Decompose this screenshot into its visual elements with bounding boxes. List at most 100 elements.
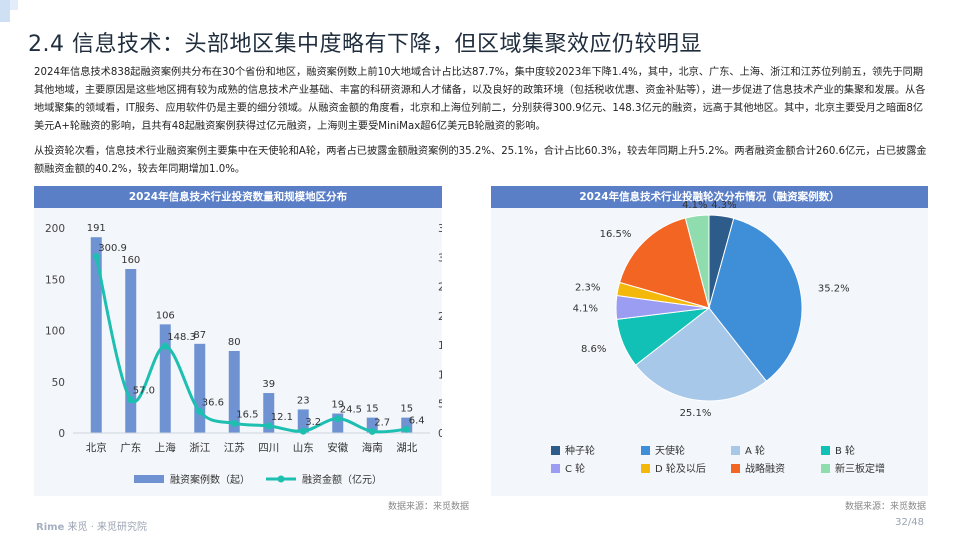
- y-right-tick-label: 150: [438, 340, 442, 352]
- y-right-tick-label: 50: [438, 399, 442, 411]
- y-left-tick-label: 150: [45, 274, 65, 286]
- legend-swatch: [551, 464, 560, 473]
- footer-brand: Rime 来觅 · 来觅研究院: [36, 518, 147, 533]
- x-tick-label: 上海: [155, 441, 176, 454]
- y-left-tick-label: 0: [58, 428, 65, 440]
- line-point: [334, 415, 342, 423]
- pie-slice: [708, 217, 803, 382]
- line-point: [265, 422, 273, 430]
- line-point: [161, 342, 169, 350]
- bar-count: [228, 351, 240, 433]
- line-value-label: 6.4: [409, 415, 425, 426]
- bar-value-label: 15: [400, 404, 413, 415]
- pie-slice: [634, 307, 768, 402]
- legend-swatch-count: [134, 475, 164, 483]
- bar-count: [194, 343, 206, 433]
- line-point: [92, 253, 100, 261]
- region-chart-panel: 2024年信息技术行业投资数量和规模地区分布 0 50 100 150 200 0 50 10…: [34, 186, 442, 496]
- x-tick-label: 湖北: [396, 442, 417, 454]
- line-value-label: 16.5: [236, 409, 258, 420]
- bar-count: [297, 409, 309, 433]
- region-chart-title: 2024年信息技术行业投资数量和规模地区分布: [34, 186, 442, 208]
- legend-swatch: [731, 464, 740, 473]
- bar-value-label: 39: [262, 379, 275, 390]
- line-value-label: 2.7: [374, 417, 390, 428]
- x-tick-label: 浙江: [189, 442, 210, 454]
- legend-label: A 轮: [745, 444, 765, 457]
- line-value-label: 36.6: [202, 398, 224, 409]
- line-value-label: 148.3: [167, 332, 196, 343]
- y-left-tick-label: 200: [45, 223, 65, 235]
- y-right-tick-label: 100: [438, 369, 442, 381]
- line-point: [196, 408, 204, 416]
- y-right-tick-label: 200: [438, 311, 442, 323]
- line-point: [403, 425, 411, 433]
- paragraph-round-analysis: 从投资轮次看，信息技术行业融资案例主要集中在天使轮和A轮，两者占已披露金额融资案…: [34, 146, 927, 175]
- source-note-right: 数据来源：来觅数据: [845, 502, 927, 512]
- legend-swatch: [821, 464, 830, 473]
- pie-value-label: 2.3%: [575, 282, 600, 293]
- corner-decoration: [0, 0, 18, 22]
- bar-count: [366, 417, 378, 433]
- bar-value-label: 106: [156, 310, 175, 321]
- footer-brand-text: 来觅 · 来觅研究院: [64, 522, 148, 533]
- pie-slice: [618, 217, 710, 309]
- line-point: [127, 396, 135, 404]
- source-note-left: 数据来源：来觅数据: [388, 502, 470, 512]
- x-tick-label: 安徽: [327, 441, 348, 454]
- bar-count: [125, 269, 137, 433]
- line-point: [230, 419, 238, 427]
- y-right-tick-label: 0: [438, 428, 442, 440]
- legend-label: C 轮: [565, 462, 585, 475]
- bar-value-label: 160: [121, 255, 140, 266]
- line-point: [299, 427, 307, 435]
- legend-label: D 轮及以后: [655, 462, 706, 475]
- line-value-label: 57.0: [133, 386, 155, 397]
- legend-swatch: [641, 464, 650, 473]
- line-value-label: 12.1: [271, 412, 293, 423]
- pie-value-label: 25.1%: [680, 408, 712, 419]
- legend-label: B 轮: [835, 444, 855, 457]
- pie-value-label: 8.6%: [581, 344, 606, 355]
- page-number: 32/48: [895, 517, 924, 528]
- line-value-label: 24.5: [340, 405, 362, 416]
- x-tick-label: 北京: [86, 441, 107, 454]
- legend-label-amount: 融资金额（亿元）: [302, 473, 382, 486]
- line-point: [368, 427, 376, 435]
- legend-label: 战略融资: [745, 462, 785, 475]
- y-left-tick-label: 100: [45, 326, 65, 338]
- y-right-tick-label: 300: [438, 252, 442, 264]
- legend-label-count: 融资案例数（起）: [170, 473, 250, 486]
- pie-value-label: 16.5%: [600, 229, 632, 240]
- legend-swatch: [641, 446, 650, 455]
- line-value-label: 300.9: [98, 243, 127, 254]
- x-tick-label: 广东: [120, 441, 141, 454]
- round-chart-title: 2024年信息技术行业投融轮次分布情况（融资案例数）: [491, 186, 928, 208]
- bar-value-label: 15: [366, 404, 379, 415]
- round-pie-chart: 4.3% 35.2% 25.1% 8.6% 4.1% 2.3% 16.5% 4.1% 种子轮 天使…: [551, 200, 885, 475]
- x-tick-label: 江苏: [224, 441, 245, 454]
- x-tick-label: 山东: [293, 441, 314, 454]
- pie-slice: [684, 214, 710, 309]
- bar-count: [159, 324, 171, 433]
- pie-value-label: 4.3%: [711, 200, 736, 211]
- bar-count: [332, 413, 344, 433]
- footer-brand-logo: Rime: [36, 522, 65, 533]
- region-bar-line-chart: 0 50 100 150 200 0 50 100 150 200 250 300 350 191 北京 16…: [45, 223, 442, 486]
- round-chart-panel: 2024年信息技术行业投融轮次分布情况（融资案例数） 4.3% 35.2% 25.1…: [491, 186, 928, 496]
- x-tick-label: 海南: [362, 441, 383, 454]
- legend-label: 天使轮: [655, 444, 685, 457]
- legend-swatch: [821, 446, 830, 455]
- x-tick-label: 四川: [258, 442, 279, 454]
- pie-value-label: 4.1%: [682, 200, 707, 211]
- legend-swatch: [731, 446, 740, 455]
- y-right-tick-label: 350: [438, 223, 442, 235]
- bar-value-label: 19: [331, 400, 344, 411]
- bar-count: [401, 417, 413, 433]
- paragraph-region-analysis: 2024年信息技术838起融资案例共分布在30个省份和地区，融资案例数上前10大…: [34, 67, 926, 132]
- y-right-tick-label: 250: [438, 282, 442, 294]
- bar-value-label: 80: [228, 337, 241, 348]
- line-value-label: 3.2: [305, 417, 321, 428]
- legend-label: 种子轮: [565, 444, 595, 457]
- bar-count: [263, 393, 275, 433]
